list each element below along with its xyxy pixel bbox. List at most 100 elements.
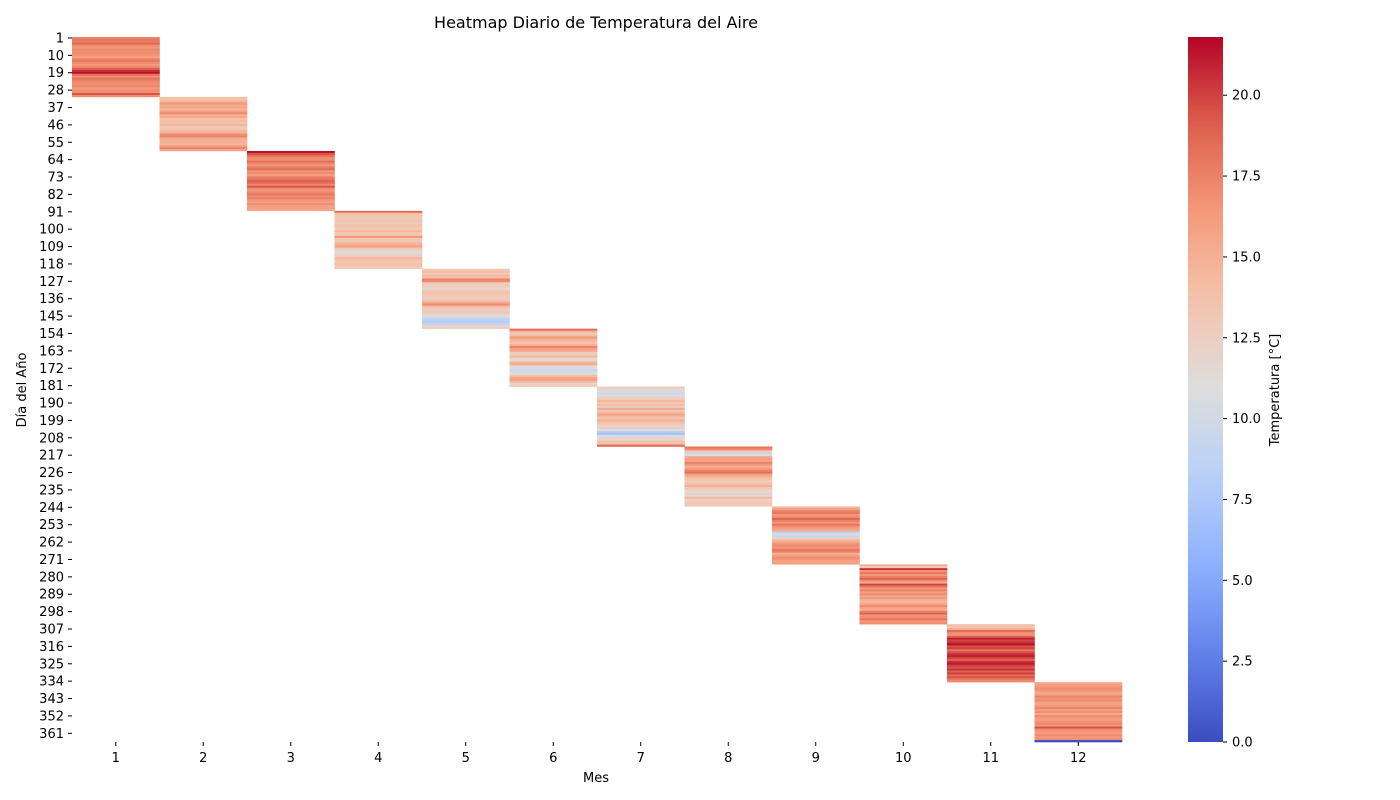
heatmap-cell [947, 635, 1035, 638]
y-tick-label: 28 [47, 84, 64, 99]
heatmap-cell [597, 403, 685, 407]
heatmap-cell [422, 286, 510, 289]
heatmap-cell [509, 353, 598, 356]
y-tick-label: 118 [39, 257, 64, 272]
colorbar-tick-label: 15.0 [1232, 250, 1261, 265]
heatmap-cell [247, 162, 335, 165]
heatmap-cell [509, 369, 598, 372]
heatmap-cell [597, 434, 685, 438]
colorbar-tick-label: 0.0 [1232, 736, 1253, 751]
heatmap-cell [159, 100, 248, 103]
y-tick-label: 91 [47, 205, 64, 220]
heatmap-cell [1034, 682, 1123, 685]
y-tick-label: 190 [39, 397, 64, 412]
heatmap-cell [772, 560, 860, 563]
heatmap-cell [859, 601, 948, 604]
heatmap-cell [422, 284, 510, 287]
heatmap-cell [1034, 707, 1123, 710]
y-tick-label: 19 [47, 66, 64, 81]
heatmap-cell [859, 572, 948, 575]
heatmap-cell [772, 535, 860, 538]
y-tick-label: 109 [39, 240, 64, 255]
y-tick-label: 298 [39, 605, 64, 620]
heatmap-cell [422, 268, 510, 272]
heatmap-cell [859, 622, 948, 625]
heatmap-cell [422, 326, 510, 329]
heatmap-cell [334, 216, 423, 219]
heatmap-cell [72, 48, 160, 51]
heatmap-cell [334, 264, 423, 268]
y-tick-label: 127 [39, 275, 64, 290]
heatmap-cell [422, 299, 510, 302]
heatmap-cell [947, 670, 1035, 673]
heatmap-cell [947, 649, 1035, 652]
y-tick-label: 280 [39, 570, 64, 585]
colorbar-tick-label: 10.0 [1232, 412, 1261, 427]
heatmap-cell [72, 87, 160, 90]
heatmap-cell [334, 262, 423, 266]
heatmap-cell [1034, 703, 1123, 706]
heatmap-cell [247, 208, 335, 212]
heatmap-cell [334, 266, 423, 270]
heatmap-cell [159, 129, 248, 132]
heatmap-cell [247, 187, 335, 190]
heatmap-cell [509, 373, 598, 376]
colorbar-tick-label: 17.5 [1232, 170, 1261, 185]
heatmap-cell [772, 508, 860, 511]
heatmap-cell [159, 125, 248, 129]
heatmap-cell [72, 67, 160, 71]
heatmap-cell [597, 396, 685, 399]
y-tick-label: 307 [39, 623, 64, 638]
heatmap-cell [859, 604, 948, 608]
heatmap-cell [1034, 711, 1123, 714]
heatmap-cell [72, 73, 160, 76]
heatmap-cell [72, 50, 160, 53]
y-tick-label: 154 [39, 327, 64, 342]
heatmap-cell [72, 54, 160, 57]
heatmap-cell [597, 419, 685, 422]
heatmap-cell [597, 386, 685, 389]
colorbar-tick-label: 20.0 [1232, 89, 1261, 104]
heatmap-cell [334, 253, 423, 256]
heatmap-cell [597, 425, 685, 428]
heatmap-cell [159, 149, 248, 152]
heatmap-cell [509, 367, 598, 370]
heatmap-cell [859, 593, 948, 596]
heatmap-cell [334, 226, 423, 229]
heatmap-cell [509, 328, 598, 331]
heatmap-cell [597, 394, 685, 397]
heatmap-cell [772, 525, 860, 528]
heatmap-cell [334, 261, 423, 264]
heatmap-cell [684, 479, 773, 482]
x-tick-label: 2 [199, 751, 207, 766]
heatmap-cell [772, 516, 860, 519]
heatmap-cell [859, 566, 948, 569]
heatmap-cell [422, 313, 510, 316]
heatmap-cell [509, 338, 598, 341]
heatmap-cell [509, 332, 598, 335]
heatmap-cell [772, 556, 860, 559]
heatmap-cell [947, 629, 1035, 633]
heatmap-cell [772, 514, 860, 517]
heatmap-cell [159, 127, 248, 131]
heatmap-cell [509, 371, 598, 374]
heatmap-cell [334, 251, 423, 254]
heatmap-cell [159, 112, 248, 115]
heatmap-cell [772, 544, 860, 548]
x-tick-label: 10 [895, 751, 912, 766]
y-tick-label: 163 [39, 344, 64, 359]
heatmap-cell [509, 334, 598, 337]
heatmap-cell [422, 270, 510, 273]
heatmap-cell [72, 81, 160, 84]
heatmap-cell [334, 218, 423, 221]
heatmap-cell [247, 178, 335, 181]
heatmap-cell [72, 44, 160, 47]
heatmap-cell [597, 405, 685, 409]
heatmap-cell [334, 237, 423, 241]
heatmap-cell [72, 83, 160, 86]
heatmap-cell [859, 616, 948, 619]
y-tick-label: 289 [39, 588, 64, 603]
heatmap-cell [509, 359, 598, 362]
y-tick-label: 46 [47, 118, 64, 133]
heatmap-cell [947, 664, 1035, 667]
